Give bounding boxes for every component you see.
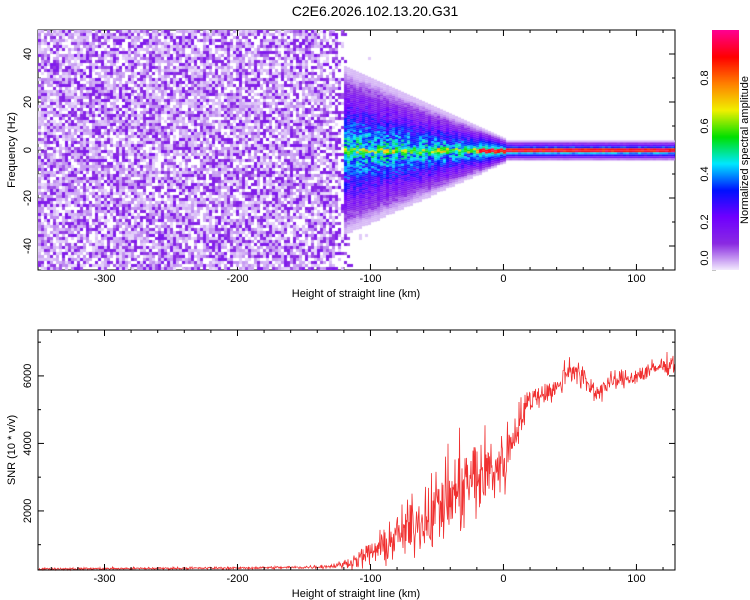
heatmap-xtick-label: 100 <box>627 273 645 285</box>
colorbar-gradient <box>712 30 739 270</box>
colorbar-tick-label: 0.0 <box>699 250 711 265</box>
snr-xtick-label: -100 <box>359 573 381 585</box>
snr-ytick-label: 2000 <box>22 499 34 523</box>
heatmap-ylabel: Frequency (Hz) <box>6 112 18 188</box>
snr-ylabel: SNR (10 * v/v) <box>6 415 18 485</box>
heatmap-ytick-label: 40 <box>22 48 34 60</box>
heatmap-xtick-label: -200 <box>226 273 248 285</box>
colorbar-tick-label: 0.8 <box>699 70 711 85</box>
heatmap-ytick-label: -20 <box>22 190 34 206</box>
colorbar-tick-label: 0.6 <box>699 118 711 133</box>
chart-title: C2E6.2026.102.13.20.G31 <box>292 3 459 19</box>
heatmap-ytick-label: -40 <box>22 238 34 254</box>
snr-ytick-label: 4000 <box>22 431 34 455</box>
heatmap-xtick-label: 0 <box>500 273 506 285</box>
heatmap-image <box>38 30 675 270</box>
snr-xlabel: Height of straight line (km) <box>292 588 420 600</box>
heatmap-xtick-label: -100 <box>359 273 381 285</box>
snr-ytick-label: 6000 <box>22 364 34 388</box>
colorbar-tick-label: 0.4 <box>699 166 711 181</box>
heatmap-xlabel: Height of straight line (km) <box>292 288 420 300</box>
snr-xtick-label: 0 <box>500 573 506 585</box>
colorbar-label: Normalized spectral amplitude <box>739 76 750 224</box>
colorbar-tick-label: 0.2 <box>699 214 711 229</box>
heatmap-ytick-label: 20 <box>22 96 34 108</box>
heatmap-ytick-label: 0 <box>22 147 34 153</box>
snr-xtick-label: -300 <box>93 573 115 585</box>
heatmap-xtick-label: -300 <box>93 273 115 285</box>
snr-frame <box>37 329 676 571</box>
snr-series-line <box>37 351 676 572</box>
snr-xtick-label: -200 <box>226 573 248 585</box>
snr-xtick-label: 100 <box>627 573 645 585</box>
